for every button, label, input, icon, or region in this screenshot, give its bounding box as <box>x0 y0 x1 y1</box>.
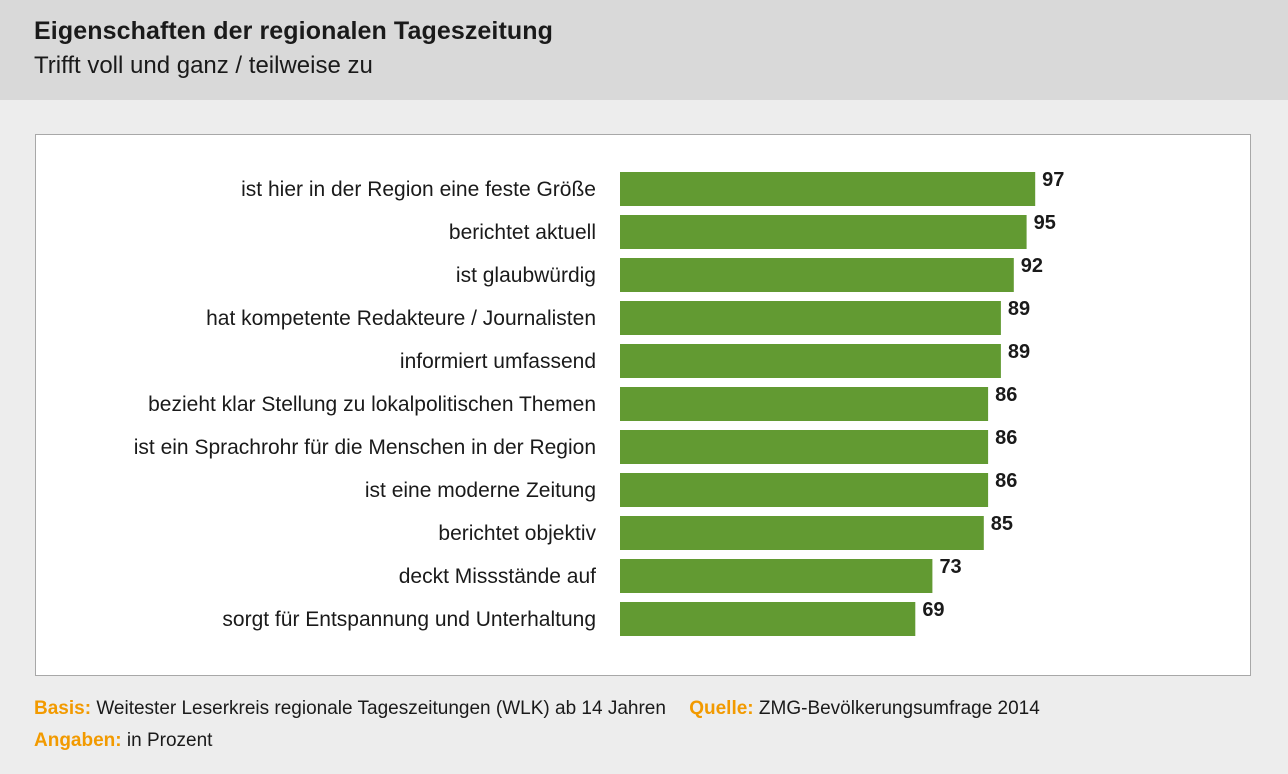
bar <box>620 473 989 507</box>
value-label: 86 <box>995 470 1017 492</box>
value-label: 69 <box>922 599 944 621</box>
value-label: 85 <box>991 513 1013 535</box>
angaben-text: in Prozent <box>126 730 213 751</box>
category-label: deckt Missstände auf <box>399 565 596 588</box>
value-label: 86 <box>995 427 1017 449</box>
bar <box>620 387 989 421</box>
basis-key: Basis: <box>34 698 92 719</box>
bar <box>620 559 933 593</box>
bar <box>620 344 1001 378</box>
value-label: 97 <box>1042 169 1064 191</box>
chart-subtitle: Trifft voll und ganz / teilweise zu <box>34 52 373 79</box>
value-label: 92 <box>1021 255 1043 277</box>
basis-text: Weitester Leserkreis regionale Tageszeit… <box>96 698 666 719</box>
category-label: ist eine moderne Zeitung <box>365 479 596 502</box>
angaben-key: Angaben: <box>34 730 122 751</box>
value-label: 86 <box>995 384 1017 406</box>
category-label: ist hier in der Region eine feste Größe <box>241 178 596 201</box>
header-band: Eigenschaften der regionalen Tageszeitun… <box>0 0 1288 100</box>
bar <box>620 215 1027 249</box>
bar-chart: ist hier in der Region eine feste Größe 9… <box>134 169 1064 636</box>
bar <box>620 301 1001 335</box>
value-label: 89 <box>1008 298 1030 320</box>
category-label: informiert umfassend <box>400 350 596 373</box>
chart-panel: ist hier in der Region eine feste Größe 9… <box>35 134 1251 676</box>
category-label: berichtet aktuell <box>449 221 596 244</box>
category-label: sorgt für Entspannung und Unterhaltung <box>222 608 596 631</box>
quelle-text: ZMG-Bevölkerungsumfrage 2014 <box>758 698 1040 719</box>
category-label: ist ein Sprachrohr für die Menschen in d… <box>134 436 596 459</box>
category-label: hat kompetente Redakteure / Journalisten <box>206 307 596 330</box>
footer-line-2: Angaben: in Prozent <box>34 730 212 752</box>
quelle-key: Quelle: <box>689 698 754 719</box>
value-label: 89 <box>1008 341 1030 363</box>
bar <box>620 172 1036 206</box>
chart-title: Eigenschaften der regionalen Tageszeitun… <box>34 17 554 45</box>
category-label: berichtet objektiv <box>438 522 596 545</box>
category-label: bezieht klar Stellung zu lokalpolitische… <box>148 393 596 416</box>
bar <box>620 430 989 464</box>
bar <box>620 258 1014 292</box>
value-label: 73 <box>939 556 961 578</box>
bar <box>620 602 916 636</box>
value-label: 95 <box>1034 212 1056 234</box>
bar <box>620 516 984 550</box>
category-label: ist glaubwürdig <box>456 264 596 287</box>
footer-line-1: Basis: Weitester Leserkreis regionale Ta… <box>34 698 1040 720</box>
